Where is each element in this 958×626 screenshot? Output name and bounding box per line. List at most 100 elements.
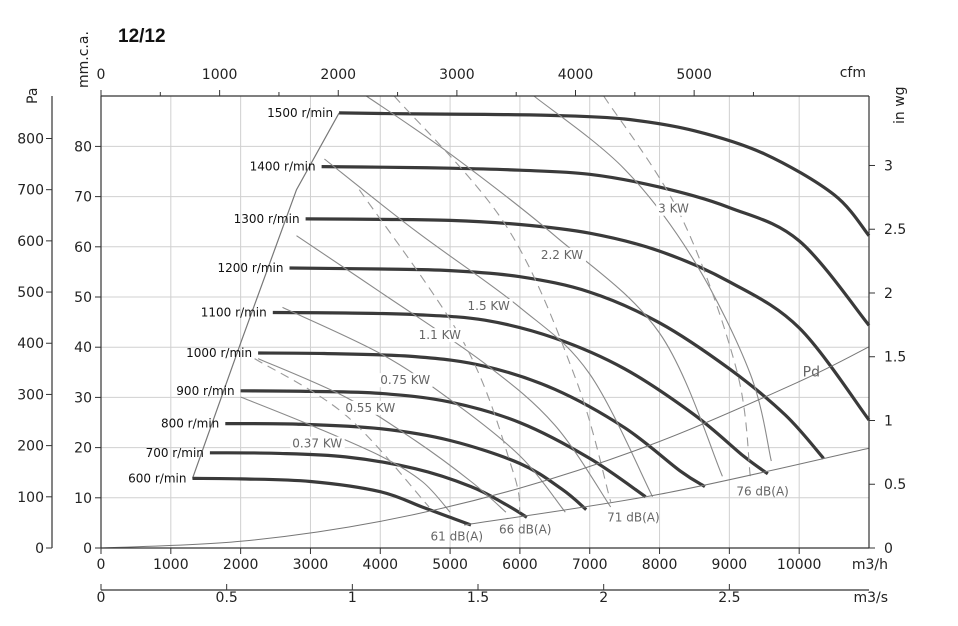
- rpm-label: 1300 r/min: [234, 212, 300, 226]
- tick-label-mmca: 70: [74, 190, 92, 206]
- tick-labels: 0 1000 2000 3000 4000 5000 6000 7000 8000 9000 100…: [17, 31, 908, 606]
- tick-label-inwg: 1: [884, 413, 893, 429]
- label-bg: [538, 247, 587, 262]
- tick-label-mmca: 50: [74, 290, 92, 306]
- db-label: 61 dB(A): [431, 529, 484, 543]
- unit-label-mmca: mm.c.a.: [76, 31, 92, 88]
- tick-label-cfm: 2000: [320, 67, 356, 83]
- rpm-label: 700 r/min: [146, 446, 204, 460]
- tick-label-pa: 100: [17, 490, 44, 506]
- tick-label-pa: 400: [17, 336, 44, 352]
- kw-label: 0.55 KW: [345, 401, 395, 415]
- unit-label-m3h: m3/h: [852, 557, 888, 573]
- tick-label-cfm: 0: [97, 67, 106, 83]
- unit-label-inwg: in wg: [892, 86, 908, 124]
- tick-label-m3h: 4000: [362, 557, 398, 573]
- curve-speed-1300-r-min: [305, 217, 871, 421]
- tick-label-inwg: 2.5: [884, 222, 906, 238]
- kw-label: 1.1 KW: [419, 328, 461, 342]
- tick-label-m3h: 9000: [712, 557, 748, 573]
- rpm-label: 900 r/min: [176, 384, 234, 398]
- curve-speed-700-r-min: [209, 451, 528, 519]
- rpm-label: 1100 r/min: [201, 306, 267, 320]
- operating-envelope: [191, 112, 340, 479]
- tick-label-pa: 300: [17, 387, 44, 403]
- rpm-label: 1200 r/min: [218, 261, 284, 275]
- tick-label-m3s: 2: [599, 590, 608, 606]
- curve-noise-61-db-a: [254, 358, 430, 508]
- curve-speed-1000-r-min: [258, 351, 706, 488]
- chart-title: 12/12: [118, 26, 166, 47]
- tick-label-m3h: 1000: [153, 557, 189, 573]
- label-bg: [290, 436, 345, 451]
- tick-label-mmca: 40: [74, 340, 92, 356]
- curve-speed-1500-r-min: [339, 111, 871, 237]
- tick-label-pa: 800: [17, 131, 44, 147]
- tick-label-m3h: 8000: [642, 557, 678, 573]
- curve-speed-1100-r-min: [272, 310, 769, 476]
- rpm-label: 800 r/min: [161, 417, 219, 431]
- pd-label: Pd: [803, 365, 820, 381]
- kw-label: 1.5 KW: [468, 299, 510, 313]
- rpm-label: 1000 r/min: [186, 346, 252, 360]
- curves: [100, 95, 871, 549]
- tick-label-m3h: 10000: [777, 557, 822, 573]
- rpm-label: 1400 r/min: [250, 160, 316, 174]
- tick-label-inwg: 0: [884, 541, 893, 557]
- tick-label-mmca: 60: [74, 240, 92, 256]
- curve-power-0-55-kw: [257, 358, 507, 513]
- tick-label-m3h: 0: [97, 557, 106, 573]
- kw-label: 0.37 KW: [292, 437, 342, 451]
- curve-labels: 600 r/min 700 r/min 800 r/min 900 r/min 1000…: [128, 106, 820, 543]
- tick-label-cfm: 3000: [439, 67, 475, 83]
- curve-noise-76-db-a: [603, 95, 751, 477]
- unit-label-pa: Pa: [25, 88, 41, 104]
- tick-label-m3h: 5000: [432, 557, 468, 573]
- db-label: 71 dB(A): [607, 510, 660, 524]
- curve-power-0-37-kw: [240, 396, 451, 513]
- curve-system-curve-system-curve: [464, 447, 870, 526]
- label-bg: [416, 328, 464, 343]
- tick-label-inwg: 3: [884, 158, 893, 174]
- tick-label-mmca: 30: [74, 390, 92, 406]
- tick-label-mmca: 0: [83, 541, 92, 557]
- label-bg: [465, 298, 513, 313]
- tick-label-cfm: 5000: [676, 67, 712, 83]
- curve-noise-66-db-a: [358, 189, 521, 513]
- curve-speed-600-r-min: [192, 476, 472, 527]
- curve-speed-900-r-min: [240, 389, 647, 499]
- curve-noise-71-db-a: [393, 95, 612, 503]
- tick-label-cfm: 4000: [558, 67, 594, 83]
- curve-dynamic-pressure-pd: [100, 346, 870, 549]
- kw-label: 2.2 KW: [541, 248, 583, 262]
- tick-label-mmca: 80: [74, 139, 92, 155]
- axes-frame: [51, 95, 870, 591]
- tick-label-mmca: 10: [74, 491, 92, 507]
- tick-label-pa: 700: [17, 183, 44, 199]
- curve-speed-1400-r-min: [321, 165, 871, 327]
- curve-power-0-75-kw: [282, 306, 566, 513]
- tick-label-cfm: 1000: [202, 67, 238, 83]
- curve-speed-1200-r-min: [289, 266, 825, 460]
- rpm-label: 600 r/min: [128, 471, 186, 485]
- tick-label-m3s: 1: [348, 590, 357, 606]
- tick-label-m3s: 1.5: [467, 590, 489, 606]
- tick-label-pa: 500: [17, 285, 44, 301]
- tick-label-inwg: 2: [884, 286, 893, 302]
- curve-power-1-5-kw: [324, 158, 654, 498]
- kw-label: 3 KW: [658, 202, 689, 216]
- tick-label-inwg: 0.5: [884, 477, 906, 493]
- tick-label-m3h: 6000: [502, 557, 538, 573]
- tick-label-pa: 0: [35, 541, 44, 557]
- tick-label-pa: 200: [17, 439, 44, 455]
- label-bg: [343, 400, 398, 415]
- tick-label-mmca: 20: [74, 441, 92, 457]
- curve-speed-800-r-min: [225, 421, 588, 511]
- tick-label-inwg: 1.5: [884, 350, 906, 366]
- tick-label-m3s: 2.5: [718, 590, 740, 606]
- tick-label-m3s: 0.5: [216, 590, 238, 606]
- label-bg: [656, 201, 689, 216]
- tick-label-m3h: 2000: [223, 557, 259, 573]
- unit-label-m3s: m3/s: [853, 590, 888, 606]
